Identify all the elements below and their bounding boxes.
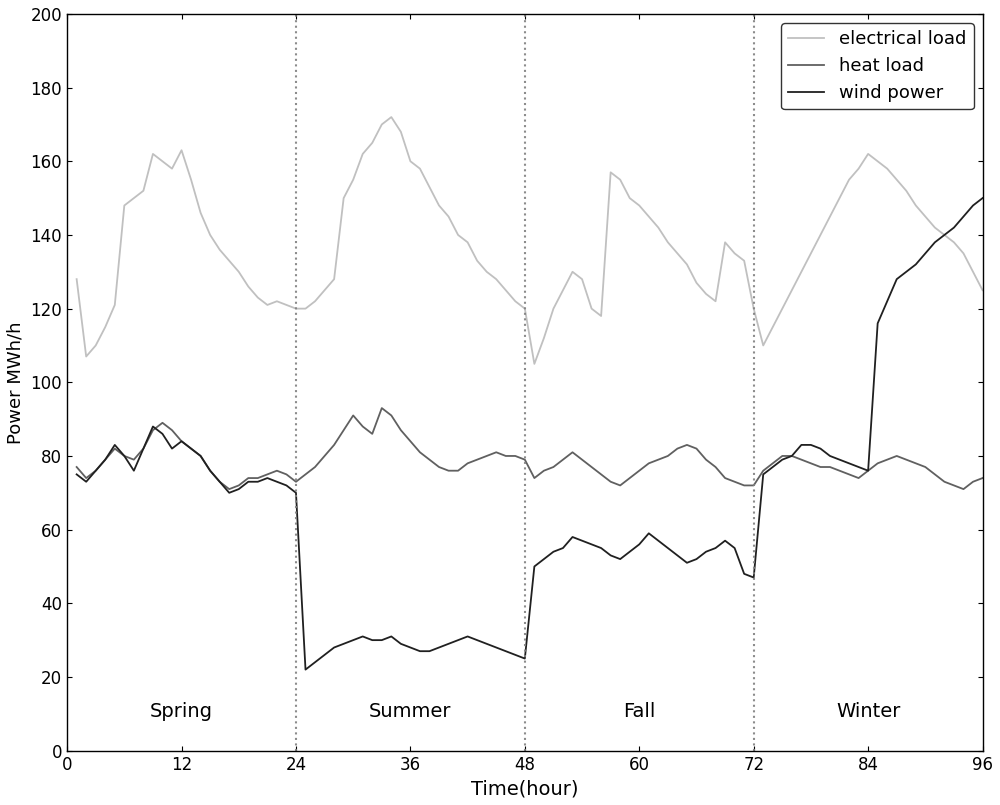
Text: Fall: Fall — [623, 702, 655, 721]
electrical load — [471, 256, 483, 266]
Y-axis label: Power MWh/h: Power MWh/h — [7, 321, 25, 444]
electrical load — [71, 275, 83, 284]
electrical load — [528, 359, 540, 369]
heat load — [919, 462, 931, 472]
wind power — [338, 639, 350, 649]
Text: Summer: Summer — [369, 702, 452, 721]
electrical load — [919, 212, 931, 221]
wind power — [567, 532, 579, 542]
electrical load — [547, 303, 559, 313]
Text: Spring: Spring — [150, 702, 213, 721]
heat load — [376, 403, 388, 413]
heat load — [338, 425, 350, 435]
wind power — [300, 665, 312, 675]
wind power — [471, 635, 483, 645]
wind power — [977, 193, 989, 203]
wind power — [71, 469, 83, 479]
X-axis label: Time(hour): Time(hour) — [471, 779, 579, 798]
Line: electrical load: electrical load — [77, 117, 983, 364]
electrical load — [385, 112, 397, 122]
heat load — [977, 473, 989, 483]
electrical load — [576, 275, 588, 284]
wind power — [195, 451, 207, 460]
Line: heat load: heat load — [77, 408, 983, 489]
heat load — [481, 451, 493, 460]
Text: Winter: Winter — [836, 702, 900, 721]
heat load — [195, 451, 207, 460]
electrical load — [328, 275, 340, 284]
wind power — [538, 555, 550, 564]
Line: wind power: wind power — [77, 198, 983, 670]
Legend: electrical load, heat load, wind power: electrical load, heat load, wind power — [781, 23, 974, 109]
heat load — [223, 485, 235, 494]
heat load — [547, 462, 559, 472]
electrical load — [195, 208, 207, 217]
heat load — [576, 455, 588, 464]
heat load — [71, 462, 83, 472]
electrical load — [977, 286, 989, 295]
wind power — [910, 259, 922, 269]
